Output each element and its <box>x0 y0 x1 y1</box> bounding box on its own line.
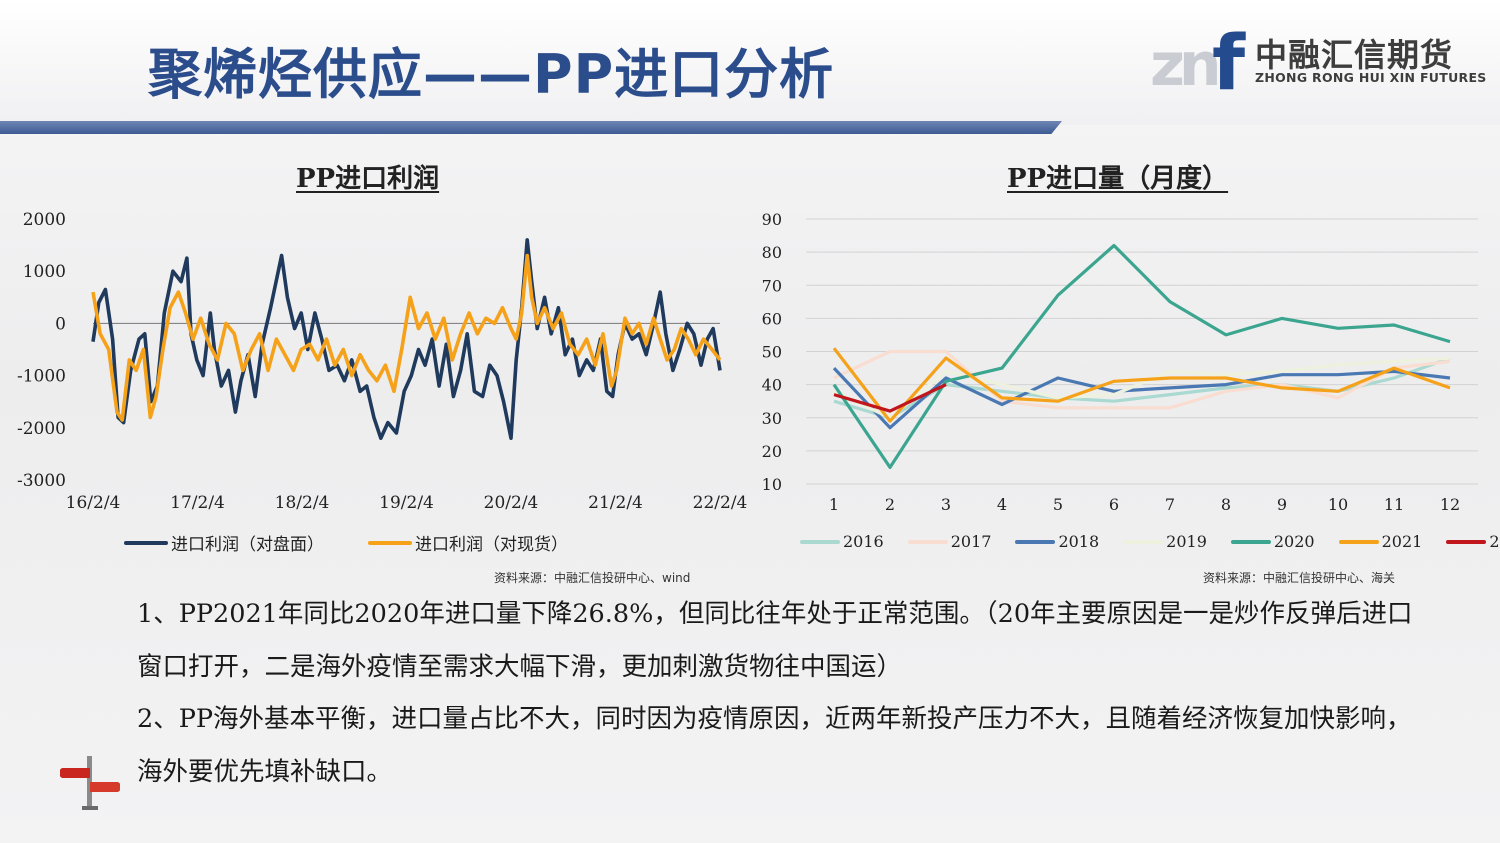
chart2-source: 资料来源：中融汇信投研中心、海关 <box>1203 571 1396 585</box>
series-line-2021 <box>832 347 1451 423</box>
x-tick-label: 2 <box>885 495 895 514</box>
legend-swatch-2022 <box>1446 539 1487 544</box>
chart1-legend: 进口利润（对盘面） 进口利润（对现货） <box>124 530 568 555</box>
y-tick-label: 60 <box>762 309 782 328</box>
x-tick-label: 1 <box>829 495 839 514</box>
x-tick-label: 10 <box>1328 495 1348 514</box>
y-tick-label: -1000 <box>17 367 66 387</box>
logo-mark-f: f <box>1212 18 1246 107</box>
legend-swatch-spot <box>368 540 412 545</box>
legend-swatch-2019 <box>1123 539 1164 544</box>
legend-item-spot: 进口利润（对现货） <box>368 530 568 555</box>
series-line-futures <box>91 238 722 440</box>
x-tick-label: 21/2/4 <box>588 493 643 513</box>
x-tick-label: 5 <box>1053 495 1063 514</box>
legend-item-2022: 2022 <box>1446 532 1500 551</box>
series-line-2022 <box>833 383 947 413</box>
x-tick-label: 4 <box>997 495 1007 514</box>
y-tick-label: 2000 <box>23 210 66 230</box>
y-tick-label: 90 <box>762 210 782 229</box>
series-line-spot <box>91 253 722 422</box>
legend-item-2019: 2019 <box>1123 532 1207 551</box>
y-tick-label: -2000 <box>17 419 66 439</box>
x-tick-label: 3 <box>941 495 951 514</box>
legend-label-2020: 2020 <box>1273 532 1315 551</box>
series-line-2020 <box>832 243 1451 469</box>
legend-swatch-2020 <box>1230 539 1271 544</box>
company-logo: zn f 中融汇信期货 ZHONG RONG HUI XIN FUTURES <box>1150 18 1486 107</box>
x-tick-label: 19/2/4 <box>379 493 434 513</box>
logo-mark-zn: zn <box>1150 30 1222 100</box>
legend-item-futures: 进口利润（对盘面） <box>124 530 324 555</box>
x-tick-label: 7 <box>1165 495 1175 514</box>
y-tick-label: 50 <box>762 343 782 362</box>
x-tick-label: 8 <box>1221 495 1231 514</box>
x-tick-label: 22/2/4 <box>693 493 748 513</box>
chart1-title: PP进口利润 <box>296 164 440 194</box>
legend-item-2016: 2016 <box>800 532 884 551</box>
analysis-point-1: 1、PP2021年同比2020年进口量下降26.8%，但同比往年处于正常范围。（… <box>137 599 1413 682</box>
legend-label-2022: 2022 <box>1489 532 1500 551</box>
analysis-point-2: 2、PP海外基本平衡，进口量占比不大，同时因为疫情原因，近两年新投产压力不大，且… <box>137 704 1412 787</box>
legend-item-2020: 2020 <box>1230 532 1315 551</box>
y-tick-label: 20 <box>762 442 782 461</box>
y-tick-label: 80 <box>762 243 782 262</box>
legend-label-2018: 2018 <box>1058 532 1100 551</box>
title-band <box>0 0 1500 125</box>
signpost-icon <box>60 756 120 810</box>
x-tick-label: 18/2/4 <box>275 493 330 513</box>
series-line-2017 <box>833 349 1451 410</box>
y-tick-label: 1000 <box>23 262 66 282</box>
legend-swatch-futures <box>124 540 168 545</box>
analysis-text: 1、PP2021年同比2020年进口量下降26.8%，但同比往年处于正常范围。（… <box>137 588 1427 798</box>
legend-item-2021: 2021 <box>1338 532 1423 551</box>
y-tick-label: 70 <box>762 276 782 295</box>
legend-swatch-2017 <box>907 539 948 544</box>
y-tick-label: 0 <box>55 314 66 334</box>
legend-swatch-2021 <box>1338 539 1379 544</box>
legend-label-2021: 2021 <box>1381 532 1423 551</box>
legend-swatch-2016 <box>800 539 840 544</box>
legend-item-2018: 2018 <box>1015 532 1099 551</box>
chart1-source: 资料来源：中融汇信投研中心、wind <box>494 571 691 585</box>
legend-swatch-2018 <box>1015 539 1056 544</box>
y-tick-label: 30 <box>762 409 782 428</box>
legend-item-2017: 2017 <box>907 532 992 551</box>
y-tick-label: 40 <box>762 376 782 395</box>
page-title: 聚烯烃供应——PP进口分析 <box>148 43 835 106</box>
x-tick-label: 17/2/4 <box>170 493 225 513</box>
series-line-2019 <box>833 356 1451 420</box>
x-tick-label: 12 <box>1440 495 1460 514</box>
legend-label-2017: 2017 <box>950 532 992 551</box>
chart2-title: PP进口量（月度） <box>1007 164 1229 194</box>
x-tick-label: 11 <box>1384 495 1404 514</box>
x-tick-label: 20/2/4 <box>484 493 539 513</box>
x-tick-label: 6 <box>1109 495 1119 514</box>
legend-label-spot: 进口利润（对现货） <box>415 535 568 555</box>
logo-cn-name: 中融汇信期货 <box>1255 36 1454 74</box>
x-tick-label: 16/2/4 <box>66 493 121 513</box>
title-rule <box>0 121 1062 134</box>
y-tick-label: 10 <box>762 475 782 494</box>
chart2-legend: 2016 2017 2018 2019 2020 2021 2022 <box>800 532 1500 551</box>
legend-label-2019: 2019 <box>1166 532 1207 551</box>
legend-label-futures: 进口利润（对盘面） <box>171 535 324 555</box>
legend-label-2016: 2016 <box>843 532 884 551</box>
x-tick-label: 9 <box>1277 495 1287 514</box>
logo-en-name: ZHONG RONG HUI XIN FUTURES <box>1255 70 1487 85</box>
series-line-2018 <box>832 367 1451 430</box>
y-tick-label: -3000 <box>17 471 66 491</box>
